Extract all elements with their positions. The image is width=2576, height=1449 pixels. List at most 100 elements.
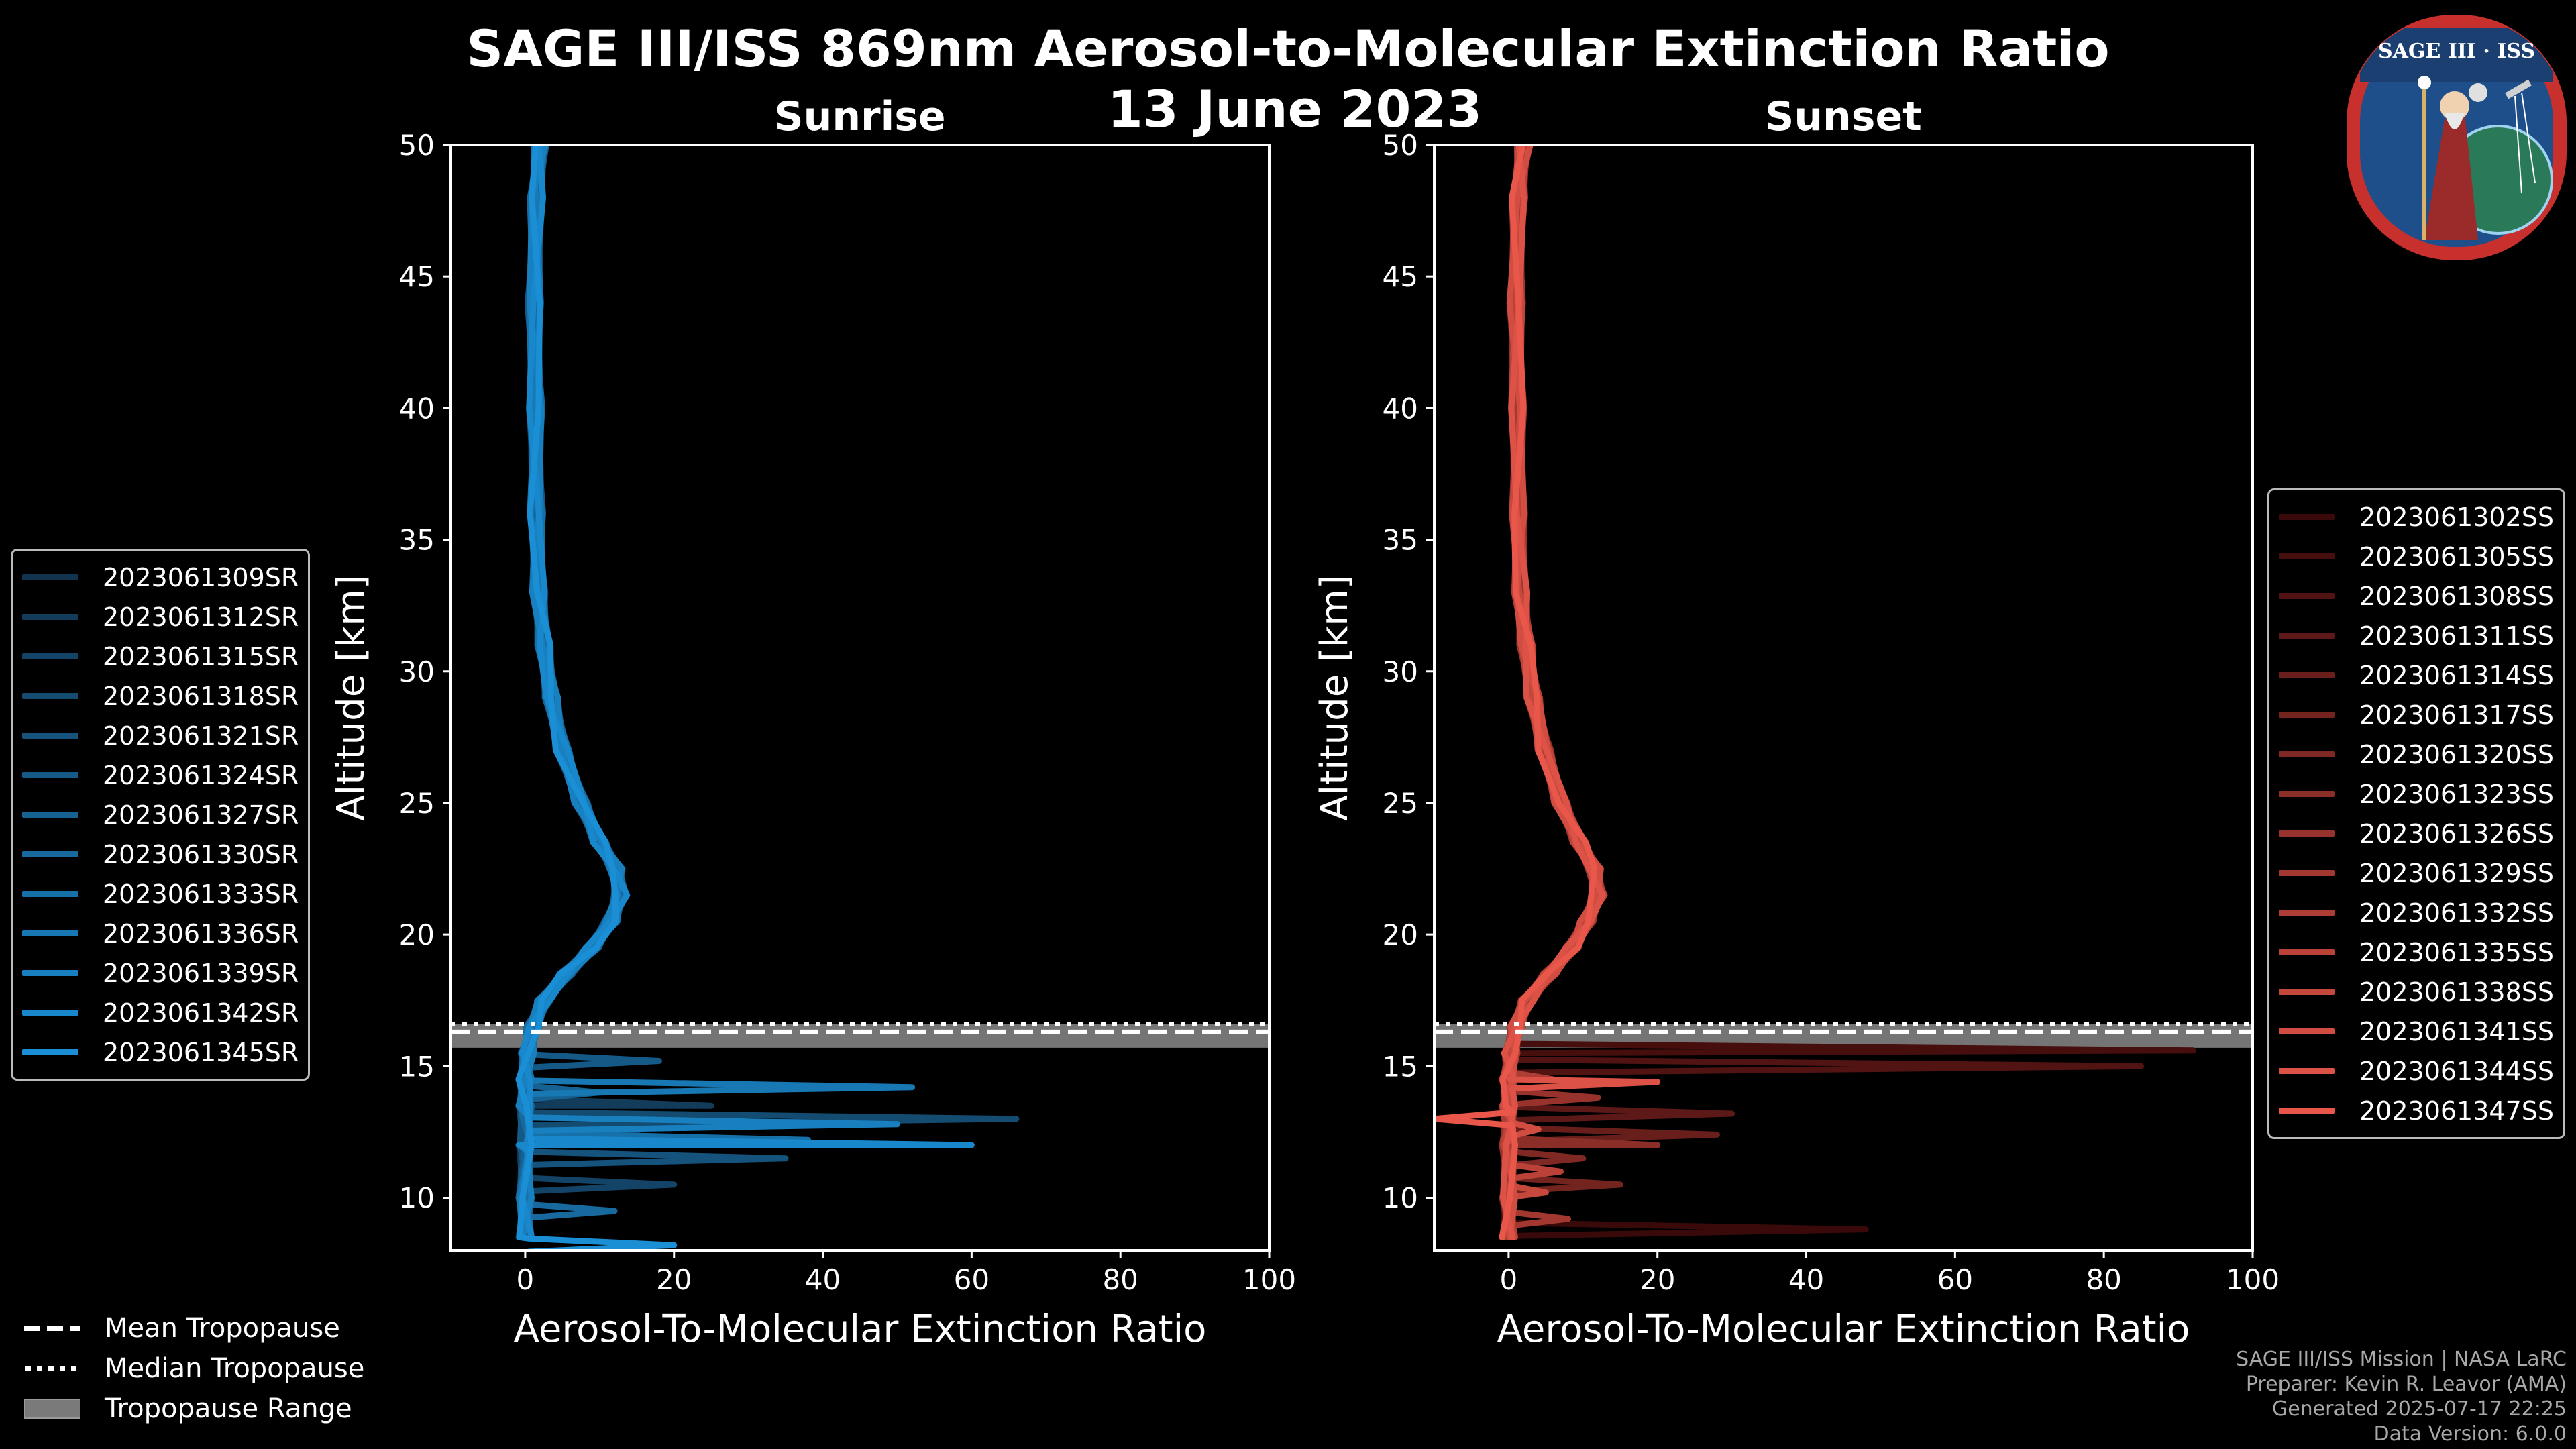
plot-area: [451, 145, 1269, 1250]
x-tick-label: 0: [517, 1263, 535, 1296]
legend-swatch: [22, 653, 78, 659]
y-tick-label: 25: [1383, 787, 1418, 820]
logo-title: SAGE III · ISS: [2378, 40, 2535, 63]
legend-label: 2023061314SS: [2359, 660, 2555, 690]
legend-swatch: [2279, 870, 2335, 876]
y-tick-label: 30: [399, 655, 435, 688]
sunset-legend: 2023061302SS 2023061305SS 2023061308SS 2023…: [2267, 488, 2566, 1139]
x-axis-label: Aerosol-To-Molecular Extinction Ratio: [514, 1307, 1207, 1351]
legend-item: 2023061332SS: [2279, 893, 2554, 932]
series-line-2023061339SR: [515, 145, 900, 1240]
legend-item: 2023061315SR: [22, 637, 299, 676]
legend-swatch: [22, 772, 78, 778]
series-line-2023061345SR: [515, 145, 678, 1250]
credit-mission: SAGE III/ISS Mission | NASA LaRC: [2236, 1348, 2567, 1371]
legend-item: 2023061341SS: [2279, 1012, 2554, 1051]
legend-label: 2023061302SS: [2359, 502, 2555, 532]
legend-swatch: [22, 614, 78, 620]
legend-label: 2023061341SS: [2359, 1016, 2555, 1046]
legend-item: 2023061336SR: [22, 914, 299, 953]
legend-label: 2023061311SS: [2359, 621, 2555, 651]
legend-swatch: [2279, 1028, 2335, 1034]
legend-label: 2023061330SR: [103, 839, 299, 869]
legend-label: 2023061338SS: [2359, 977, 2555, 1007]
legend-item: 2023061320SS: [2279, 735, 2554, 774]
legend-swatch: [2279, 553, 2335, 559]
legend-swatch: [2279, 633, 2335, 639]
legend-swatch: [2279, 989, 2335, 995]
moon-icon: [2469, 83, 2487, 102]
y-tick-label: 10: [1383, 1182, 1418, 1215]
legend-label: Median Tropopause: [105, 1353, 365, 1384]
legend-label: 2023061339SR: [103, 958, 299, 988]
legend-item: 2023061309SR: [22, 557, 299, 597]
legend-label: 2023061335SS: [2359, 937, 2555, 967]
sunset-panel: 0 20 40 60 80 100 10 15 20 25 30 35 40 45 50 Sunset Aero…: [1313, 93, 2279, 1351]
legend-swatch: [2279, 830, 2335, 837]
plot-area: [1434, 145, 2253, 1240]
sunrise-panel: 0 20 40 60 80 100 10 15 20 25 30 35 40 45 50 Sunrise Aer…: [329, 93, 1296, 1351]
legend-item: 2023061339SR: [22, 953, 299, 993]
legend-swatch: [22, 1010, 78, 1016]
legend-mean-tropopause: Mean Tropopause: [24, 1308, 364, 1348]
legend-label: 2023061332SS: [2359, 898, 2555, 928]
legend-label: 2023061324SR: [103, 760, 299, 790]
figure-date: 13 June 2023: [1107, 79, 1483, 139]
legend-swatch: [22, 970, 78, 976]
legend-label: 2023061329SS: [2359, 858, 2555, 888]
legend-item: 2023061305SS: [2279, 537, 2554, 576]
legend-label: Tropopause Range: [105, 1393, 352, 1424]
legend-item: 2023061323SS: [2279, 774, 2554, 814]
x-tick-label: 40: [1788, 1263, 1824, 1296]
legend-item: 2023061324SR: [22, 755, 299, 795]
legend-swatch: [2279, 751, 2335, 757]
series-line-2023061308SS: [1499, 145, 2145, 1240]
plot-frame: [1433, 144, 2254, 1252]
legend-label: 2023061308SS: [2359, 581, 2555, 611]
legend-swatch: [2279, 910, 2335, 916]
legend-item: 2023061335SS: [2279, 932, 2554, 972]
legend-swatch: [2279, 1108, 2335, 1114]
x-tick-label: 100: [1242, 1263, 1296, 1296]
series-line-2023061318SR: [517, 145, 1020, 1240]
legend-label: 2023061327SR: [103, 800, 299, 830]
y-tick-label: 25: [399, 787, 435, 820]
legend-item: 2023061314SS: [2279, 655, 2554, 695]
legend-swatch: [2279, 791, 2335, 797]
legend-swatch: [22, 574, 78, 580]
legend-swatch: [22, 930, 78, 936]
legend-item: 2023061338SS: [2279, 972, 2554, 1012]
series-line-2023061342SR: [516, 145, 975, 1240]
legend-label: 2023061333SR: [103, 879, 299, 909]
legend-item: 2023061347SS: [2279, 1091, 2554, 1130]
sunrise-legend: 2023061309SR 2023061312SR 2023061315SR 2023…: [11, 549, 311, 1081]
legend-label: 2023061323SS: [2359, 779, 2555, 809]
y-tick-label: 15: [1383, 1050, 1418, 1083]
legend-swatch: [2279, 514, 2335, 520]
credit-generated: Generated 2025-07-17 22:25: [2271, 1397, 2567, 1421]
y-axis-label: Altitude [km]: [329, 574, 373, 820]
legend-item: 2023061312SR: [22, 597, 299, 637]
legend-swatch: [22, 851, 78, 857]
legend-item: 2023061326SS: [2279, 814, 2554, 853]
legend-item: 2023061330SR: [22, 835, 299, 874]
legend-item: 2023061311SS: [2279, 616, 2554, 655]
legend-label: 2023061344SS: [2359, 1056, 2555, 1086]
legend-label: Mean Tropopause: [105, 1313, 340, 1344]
y-tick-label: 40: [1383, 392, 1418, 425]
x-tick-label: 100: [2226, 1263, 2279, 1296]
legend-label: 2023061342SR: [103, 998, 299, 1028]
tropopause-legend: Mean Tropopause Median Tropopause Tropop…: [24, 1308, 364, 1429]
y-tick-label: 20: [1383, 918, 1418, 951]
legend-median-tropopause: Median Tropopause: [24, 1348, 364, 1389]
panel-title: Sunrise: [774, 93, 945, 140]
credit-preparer: Preparer: Kevin R. Leavor (AMA): [2245, 1373, 2567, 1396]
legend-item: 2023061329SS: [2279, 853, 2554, 893]
legend-label: 2023061318SR: [103, 681, 299, 711]
x-tick-label: 20: [1640, 1263, 1675, 1296]
x-tick-label: 40: [805, 1263, 841, 1296]
legend-label: 2023061309SR: [103, 562, 299, 592]
y-tick-label: 30: [1383, 655, 1418, 688]
y-tick-label: 40: [399, 392, 435, 425]
dashed-line-icon: [24, 1326, 80, 1331]
